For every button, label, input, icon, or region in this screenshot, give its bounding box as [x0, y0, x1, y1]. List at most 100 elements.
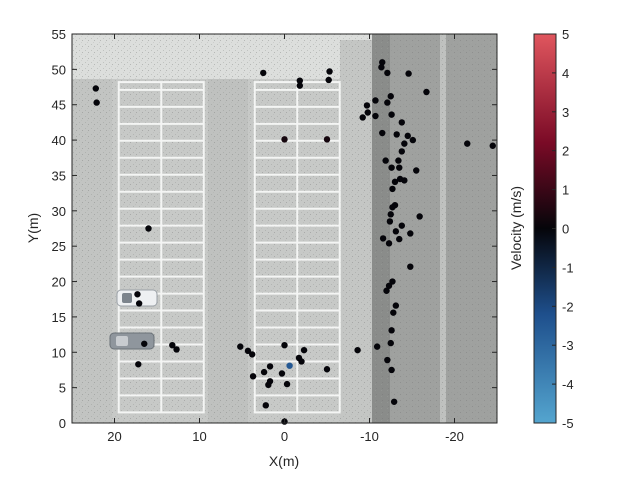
- parked-car-top: [116, 289, 158, 307]
- data-point: [298, 358, 305, 365]
- scatter-points: [92, 59, 496, 425]
- data-point: [296, 77, 303, 84]
- data-point: [409, 136, 417, 144]
- data-point: [391, 178, 399, 186]
- data-point: [325, 76, 332, 84]
- data-point: [379, 59, 386, 66]
- x-tick-label: -20: [445, 429, 464, 444]
- data-point: [300, 346, 308, 354]
- data-point: [388, 111, 395, 118]
- data-point: [379, 129, 386, 137]
- data-point: [393, 131, 400, 138]
- data-point: [385, 240, 393, 247]
- data-point: [423, 88, 430, 96]
- data-point: [489, 142, 496, 149]
- data-point: [92, 85, 100, 92]
- data-point: [396, 235, 403, 243]
- data-point: [265, 381, 272, 389]
- data-point: [383, 287, 390, 294]
- data-point: [283, 380, 291, 388]
- colorbar-tick-label: -5: [562, 416, 574, 431]
- data-point: [386, 218, 394, 225]
- data-point: [384, 69, 391, 77]
- aerial-background: [72, 34, 497, 423]
- y-tick-label: 20: [52, 275, 66, 290]
- y-axis-label: Y(m): [25, 213, 41, 243]
- data-point: [382, 157, 389, 164]
- data-point: [173, 346, 180, 353]
- data-point: [359, 114, 366, 121]
- x-axis: 20 10 0 -10 -20: [107, 34, 464, 444]
- data-point: [416, 213, 423, 220]
- data-point: [388, 327, 395, 334]
- data-point: [141, 340, 148, 347]
- y-tick-label: 5: [59, 381, 66, 396]
- data-point: [395, 157, 402, 164]
- data-point: [388, 164, 395, 171]
- x-axis-label: X(m): [269, 453, 299, 469]
- colorbar-tick-label: -4: [562, 377, 574, 392]
- y-tick-label: 35: [52, 168, 66, 183]
- data-point: [407, 263, 414, 270]
- data-point: [372, 112, 379, 120]
- data-point: [378, 64, 385, 71]
- data-point: [373, 343, 381, 350]
- data-point: [237, 343, 244, 350]
- colorbar-ticks: 5 4 3 2 1 0 -1 -2 -3 -4 -5: [552, 27, 574, 431]
- y-tick-label: 15: [52, 310, 66, 325]
- data-point: [262, 402, 269, 409]
- data-point: [396, 164, 403, 171]
- colorbar-tick-label: -1: [562, 260, 574, 275]
- data-point: [145, 225, 152, 232]
- data-point: [413, 167, 420, 174]
- data-point: [323, 366, 331, 373]
- y-tick-label: 40: [52, 133, 66, 148]
- data-point: [249, 373, 257, 380]
- data-point: [401, 140, 408, 147]
- x-tick-label: -10: [360, 429, 379, 444]
- data-point: [372, 97, 379, 104]
- data-point: [404, 132, 411, 140]
- data-point: [389, 185, 396, 193]
- parked-car-bottom: [109, 332, 155, 350]
- data-point: [387, 339, 394, 347]
- colorbar-tick-label: 4: [562, 66, 569, 81]
- data-point: [387, 211, 394, 218]
- y-tick-label: 55: [52, 27, 66, 42]
- y-tick-label: 25: [52, 239, 66, 254]
- y-tick-label: 45: [52, 98, 66, 113]
- colorbar-tick-label: -3: [562, 338, 574, 353]
- data-point: [387, 93, 394, 100]
- x-tick-label: 0: [281, 429, 288, 444]
- data-point: [281, 342, 288, 349]
- data-point: [260, 368, 268, 376]
- data-point: [286, 362, 293, 369]
- y-tick-label: 30: [52, 204, 66, 219]
- y-axis: 0 5 10 15 20 25 30 35 40 45 50 55: [52, 27, 497, 431]
- colorbar-tick-label: -2: [562, 299, 574, 314]
- data-point: [323, 136, 331, 143]
- data-point: [244, 347, 252, 355]
- data-point: [281, 136, 288, 143]
- data-point: [278, 370, 286, 377]
- data-point: [364, 109, 371, 116]
- data-point: [135, 361, 142, 368]
- parking-lines: [117, 81, 341, 414]
- data-point: [385, 282, 393, 289]
- data-point: [389, 204, 396, 211]
- data-point: [135, 300, 143, 307]
- data-point: [407, 230, 414, 237]
- data-point: [296, 82, 303, 89]
- colorbar-tick-label: 3: [562, 105, 569, 120]
- data-point: [392, 228, 400, 235]
- data-point: [384, 356, 391, 364]
- data-point: [134, 291, 141, 298]
- colorbar-tick-label: 0: [562, 222, 569, 237]
- data-point: [464, 140, 471, 147]
- y-tick-label: 10: [52, 345, 66, 360]
- data-point: [354, 346, 361, 354]
- data-point: [363, 102, 371, 109]
- y-tick-label: 0: [59, 416, 66, 431]
- data-point: [390, 309, 397, 316]
